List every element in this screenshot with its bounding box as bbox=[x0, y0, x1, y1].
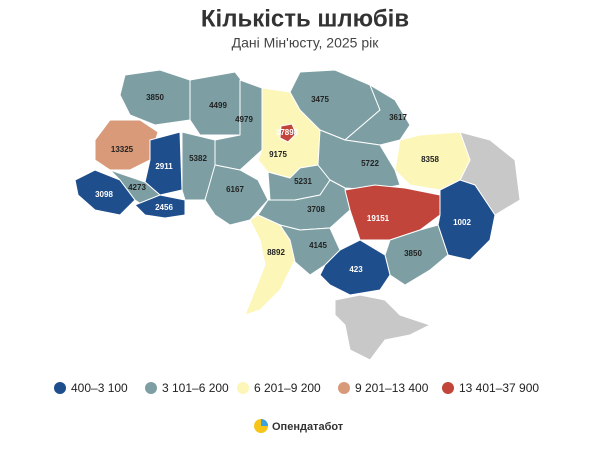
legend-swatch bbox=[338, 382, 350, 394]
legend-swatch bbox=[54, 382, 66, 394]
occupied-area bbox=[334, 294, 431, 361]
title: Кількість шлюбів bbox=[201, 5, 409, 32]
legend-swatch bbox=[442, 382, 454, 394]
region bbox=[344, 84, 411, 146]
region-value: 6167 bbox=[226, 185, 244, 194]
region-value: 19151 bbox=[367, 214, 390, 223]
region bbox=[279, 123, 297, 143]
region-value: 3098 bbox=[95, 190, 113, 199]
region-value: 5722 bbox=[361, 159, 379, 168]
region bbox=[134, 194, 186, 219]
legend-label: 9 201–13 400 bbox=[355, 381, 429, 395]
legend-label: 6 201–9 200 bbox=[254, 381, 321, 395]
region-value: 3475 bbox=[311, 95, 329, 104]
region-value: 2456 bbox=[155, 203, 173, 212]
legend-label: 3 101–6 200 bbox=[162, 381, 229, 395]
region-value: 4145 bbox=[309, 241, 327, 250]
region-value: 423 bbox=[349, 265, 363, 274]
region-value: 8358 bbox=[421, 155, 439, 164]
region-value: 37898 bbox=[276, 128, 299, 137]
subtitle: Дані Мін'юсту, 2025 рік bbox=[232, 35, 380, 51]
region bbox=[119, 69, 191, 126]
region-value: 5382 bbox=[189, 154, 207, 163]
brand: Опендатабот bbox=[272, 421, 344, 433]
legend-swatch bbox=[237, 382, 249, 394]
brand-logo-part bbox=[261, 419, 268, 426]
region bbox=[74, 169, 136, 216]
region-value: 4273 bbox=[128, 183, 146, 192]
region-value: 1002 bbox=[453, 218, 471, 227]
region-value: 8892 bbox=[267, 248, 285, 257]
region bbox=[437, 179, 496, 261]
region-value: 3708 bbox=[307, 205, 325, 214]
region-value: 3617 bbox=[389, 113, 407, 122]
region-value: 2911 bbox=[155, 162, 173, 171]
region-value: 3850 bbox=[146, 93, 164, 102]
region bbox=[319, 239, 391, 296]
region-labels: 3850 4499 4979 9175 37898 3475 3617 8358 13325 29… bbox=[95, 93, 471, 274]
region bbox=[344, 184, 441, 241]
legend: 400–3 100 3 101–6 200 6 201–9 200 9 201–13 … bbox=[54, 381, 539, 395]
region-value: 3850 bbox=[404, 249, 422, 258]
region-value: 9175 bbox=[269, 150, 287, 159]
region bbox=[244, 214, 296, 316]
region-value: 13325 bbox=[111, 145, 134, 154]
regions bbox=[74, 69, 496, 316]
legend-label: 400–3 100 bbox=[71, 381, 128, 395]
region-value: 5231 bbox=[294, 177, 312, 186]
legend-label: 13 401–37 900 bbox=[459, 381, 539, 395]
legend-swatch bbox=[145, 382, 157, 394]
region-value: 4979 bbox=[235, 115, 253, 124]
region-value: 4499 bbox=[209, 101, 227, 110]
